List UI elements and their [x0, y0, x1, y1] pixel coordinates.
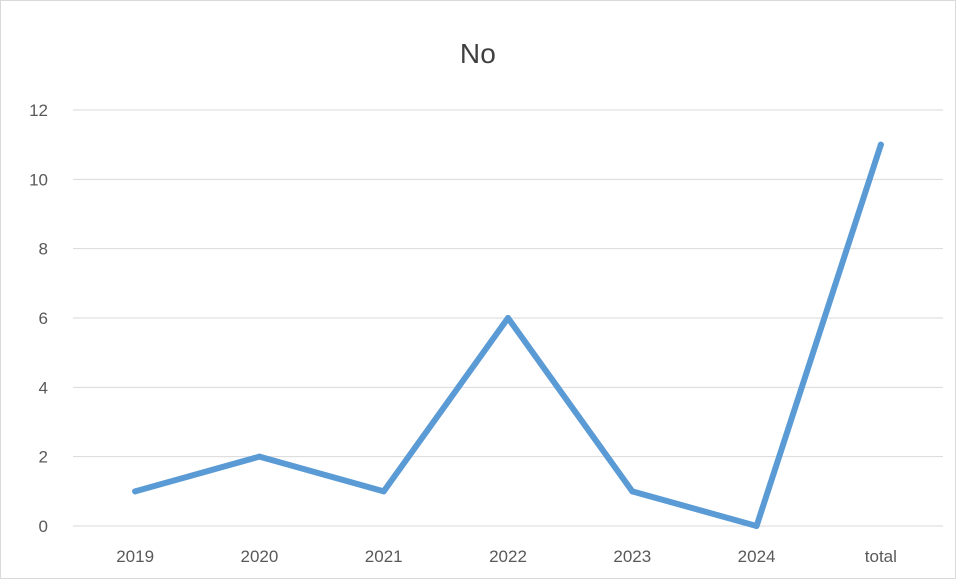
series-line [132, 141, 884, 529]
x-tick-label: 2022 [489, 547, 527, 566]
y-axis-labels: 0 2 4 6 8 10 12 [29, 101, 48, 536]
y-tick-label: 6 [39, 309, 48, 328]
data-point [629, 488, 636, 495]
y-tick-label: 12 [29, 101, 48, 120]
data-point [132, 488, 139, 495]
gridlines [73, 109, 943, 527]
data-point [505, 315, 511, 321]
y-tick-label: 4 [39, 378, 48, 397]
y-tick-label: 2 [39, 448, 48, 467]
x-tick-label: 2024 [738, 547, 776, 566]
x-tick-label: 2023 [613, 547, 651, 566]
data-point [256, 453, 263, 460]
chart-title: No [459, 38, 497, 69]
y-tick-label: 8 [39, 240, 48, 259]
x-tick-label: total [865, 547, 897, 566]
y-tick-label: 0 [39, 517, 48, 536]
y-tick-label: 10 [29, 170, 48, 189]
x-axis-labels: 2019 2020 2021 2022 2023 2024 total [116, 547, 897, 566]
series-layer [132, 141, 884, 529]
x-tick-label: 2019 [116, 547, 154, 566]
data-point [753, 523, 760, 529]
x-tick-label: 2020 [241, 547, 279, 566]
x-tick-label: 2021 [365, 547, 403, 566]
data-point [877, 141, 884, 148]
data-point [380, 488, 387, 495]
